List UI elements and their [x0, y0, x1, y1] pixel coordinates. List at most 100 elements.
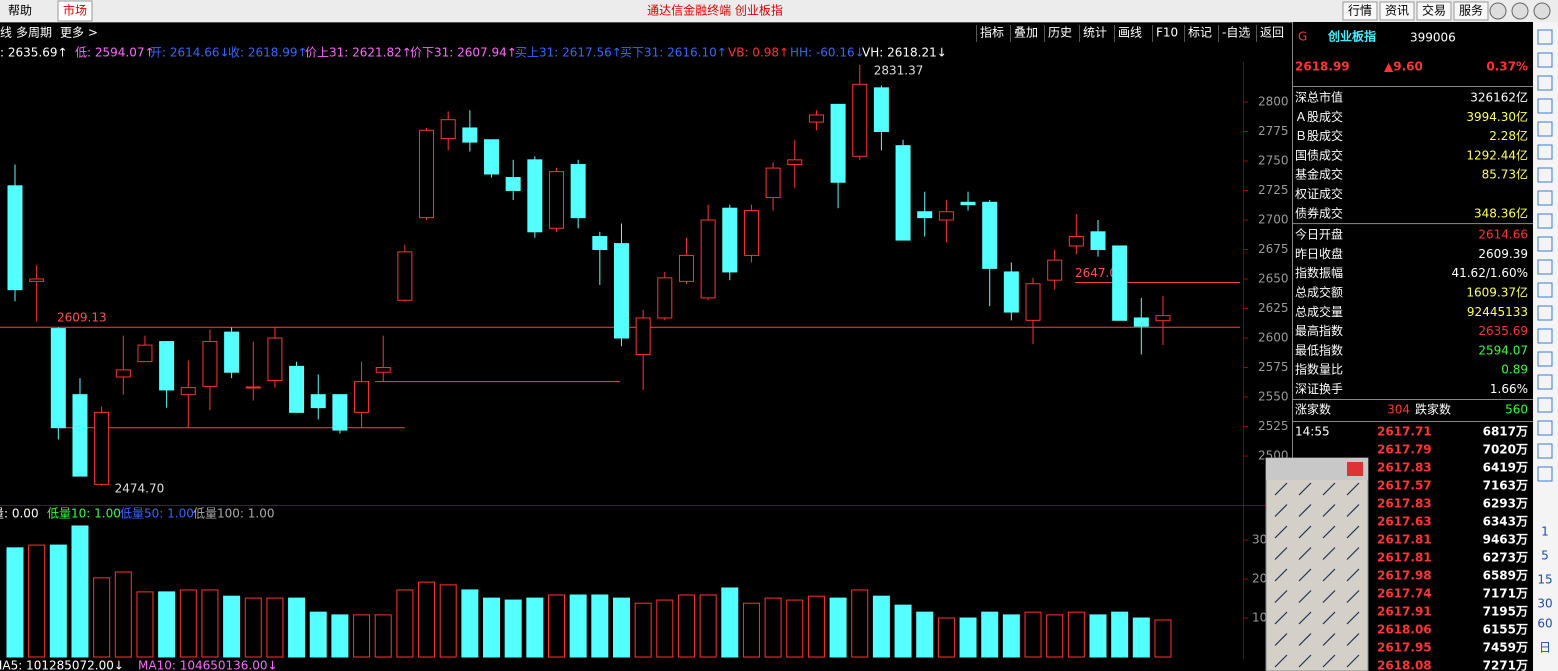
menu-button[interactable] — [1416, 1, 1452, 21]
toolbar-button[interactable]: 指标 — [980, 25, 1004, 40]
palette-tool[interactable] — [1346, 568, 1360, 582]
palette-tool[interactable] — [1298, 547, 1312, 560]
palette-tool[interactable] — [1298, 504, 1312, 517]
volume-bar — [266, 597, 284, 658]
palette-tool[interactable] — [1322, 611, 1336, 625]
side-icon[interactable] — [1537, 167, 1553, 183]
palette-tool[interactable] — [1322, 654, 1336, 668]
palette-tool[interactable] — [1274, 633, 1288, 646]
palette-tool[interactable] — [1298, 611, 1312, 625]
side-icon[interactable] — [1537, 351, 1553, 367]
market-tab[interactable] — [57, 0, 93, 22]
tick-volume: 7271万 — [1483, 659, 1528, 671]
quote-label: 债券成交 — [1295, 205, 1343, 220]
side-button[interactable]: 1 — [1541, 525, 1549, 539]
menu-button[interactable] — [1453, 1, 1489, 21]
side-icon[interactable] — [1537, 29, 1553, 45]
palette-tool[interactable] — [1322, 547, 1336, 560]
palette-tool[interactable] — [1274, 547, 1288, 560]
toolbar-button[interactable]: 画线 — [1118, 26, 1142, 40]
palette-tool[interactable] — [1322, 504, 1336, 517]
toolbar-button[interactable]: 叠加 — [1014, 26, 1038, 40]
palette-tool[interactable] — [1274, 504, 1288, 517]
volume-bar — [742, 602, 760, 658]
palette-tool[interactable] — [1298, 654, 1312, 668]
quote-label: 基金成交 — [1295, 167, 1343, 182]
side-icon[interactable] — [1537, 328, 1553, 344]
side-button[interactable]: 30 — [1537, 597, 1552, 611]
side-button[interactable]: 15 — [1537, 573, 1552, 587]
toolbar-button[interactable]: F10 — [1156, 26, 1178, 40]
palette-tool[interactable] — [1346, 633, 1360, 646]
palette-close[interactable] — [1347, 462, 1363, 476]
candle-body — [115, 369, 131, 378]
palette-tool[interactable] — [1322, 633, 1336, 646]
palette-tool[interactable] — [1322, 482, 1336, 496]
volume-bar — [829, 597, 847, 658]
toolbar-button[interactable]: 返回 — [1260, 26, 1284, 40]
palette-tool[interactable] — [1322, 525, 1336, 539]
palette-tool[interactable] — [1274, 482, 1288, 496]
palette-tool[interactable] — [1346, 482, 1360, 496]
palette-tool[interactable] — [1298, 525, 1312, 539]
palette-tool[interactable] — [1346, 547, 1360, 560]
candle-body — [1068, 236, 1084, 247]
tick-volume: 6817万 — [1483, 425, 1528, 439]
side-icon[interactable] — [1537, 236, 1553, 252]
menu-button[interactable] — [1379, 1, 1415, 21]
palette-tool[interactable] — [1346, 654, 1360, 668]
menu-button[interactable] — [1342, 1, 1378, 21]
palette-tool[interactable] — [1322, 568, 1336, 582]
toolbar-sep — [1114, 25, 1115, 42]
palette-tool[interactable] — [1346, 611, 1360, 625]
palette-tool[interactable] — [1274, 590, 1288, 603]
side-icon[interactable] — [1537, 144, 1553, 160]
toolbar-button[interactable]: 统计 — [1083, 26, 1107, 40]
palette-tool[interactable] — [1274, 654, 1288, 668]
side-button[interactable]: 60 — [1537, 617, 1552, 631]
side-icon[interactable] — [1537, 443, 1553, 459]
side-icon[interactable] — [1537, 98, 1553, 114]
toolbar-button[interactable]: 标记 — [1188, 26, 1212, 40]
side-toolbar — [1533, 22, 1558, 671]
side-icon[interactable] — [1537, 259, 1553, 275]
window-buttons — [1489, 2, 1551, 20]
palette-tool[interactable] — [1298, 590, 1312, 603]
restore[interactable] — [1511, 2, 1529, 20]
side-icon[interactable] — [1537, 420, 1553, 436]
palette-tool[interactable] — [1298, 482, 1312, 496]
palette-tool[interactable] — [1322, 590, 1336, 603]
indicator-value: 低: 2594.07↑ — [75, 46, 155, 60]
side-icon[interactable] — [1537, 213, 1553, 229]
minimize[interactable] — [1489, 2, 1507, 20]
menu-item[interactable]: 市场 — [63, 3, 87, 18]
palette-tool[interactable] — [1274, 568, 1288, 582]
side-icon[interactable] — [1537, 282, 1553, 298]
toolbar-button[interactable]: -自选 — [1222, 26, 1250, 40]
palette-tool[interactable] — [1298, 568, 1312, 582]
close[interactable] — [1533, 2, 1551, 20]
side-icon[interactable] — [1537, 374, 1553, 390]
palette-tool[interactable] — [1298, 633, 1312, 646]
candle-body — [657, 277, 673, 319]
palette-tool[interactable] — [1346, 525, 1360, 539]
side-icon[interactable] — [1537, 190, 1553, 206]
toolbar-item[interactable]: 更多 > — [60, 26, 98, 40]
palette-tool[interactable] — [1346, 504, 1360, 517]
side-button[interactable]: 5 — [1541, 549, 1549, 563]
side-icon[interactable] — [1537, 466, 1553, 482]
palette-tool[interactable] — [1346, 590, 1360, 603]
palette-tool[interactable] — [1274, 611, 1288, 625]
ma-value: MA5: 101285072.00↓ — [0, 659, 124, 671]
toolbar-item[interactable]: 多周期 — [16, 26, 52, 40]
side-icon[interactable] — [1537, 52, 1553, 68]
toolbar-button[interactable]: 历史 — [1048, 26, 1072, 40]
palette-tool[interactable] — [1274, 525, 1288, 539]
side-button[interactable]: 日 — [1539, 641, 1551, 655]
side-icon[interactable] — [1537, 121, 1553, 137]
menu-item[interactable]: 帮助 — [8, 4, 32, 18]
toolbar-item[interactable]: 线 — [0, 26, 12, 40]
side-icon[interactable] — [1537, 75, 1553, 91]
side-icon[interactable] — [1537, 397, 1553, 413]
side-icon[interactable] — [1537, 305, 1553, 321]
